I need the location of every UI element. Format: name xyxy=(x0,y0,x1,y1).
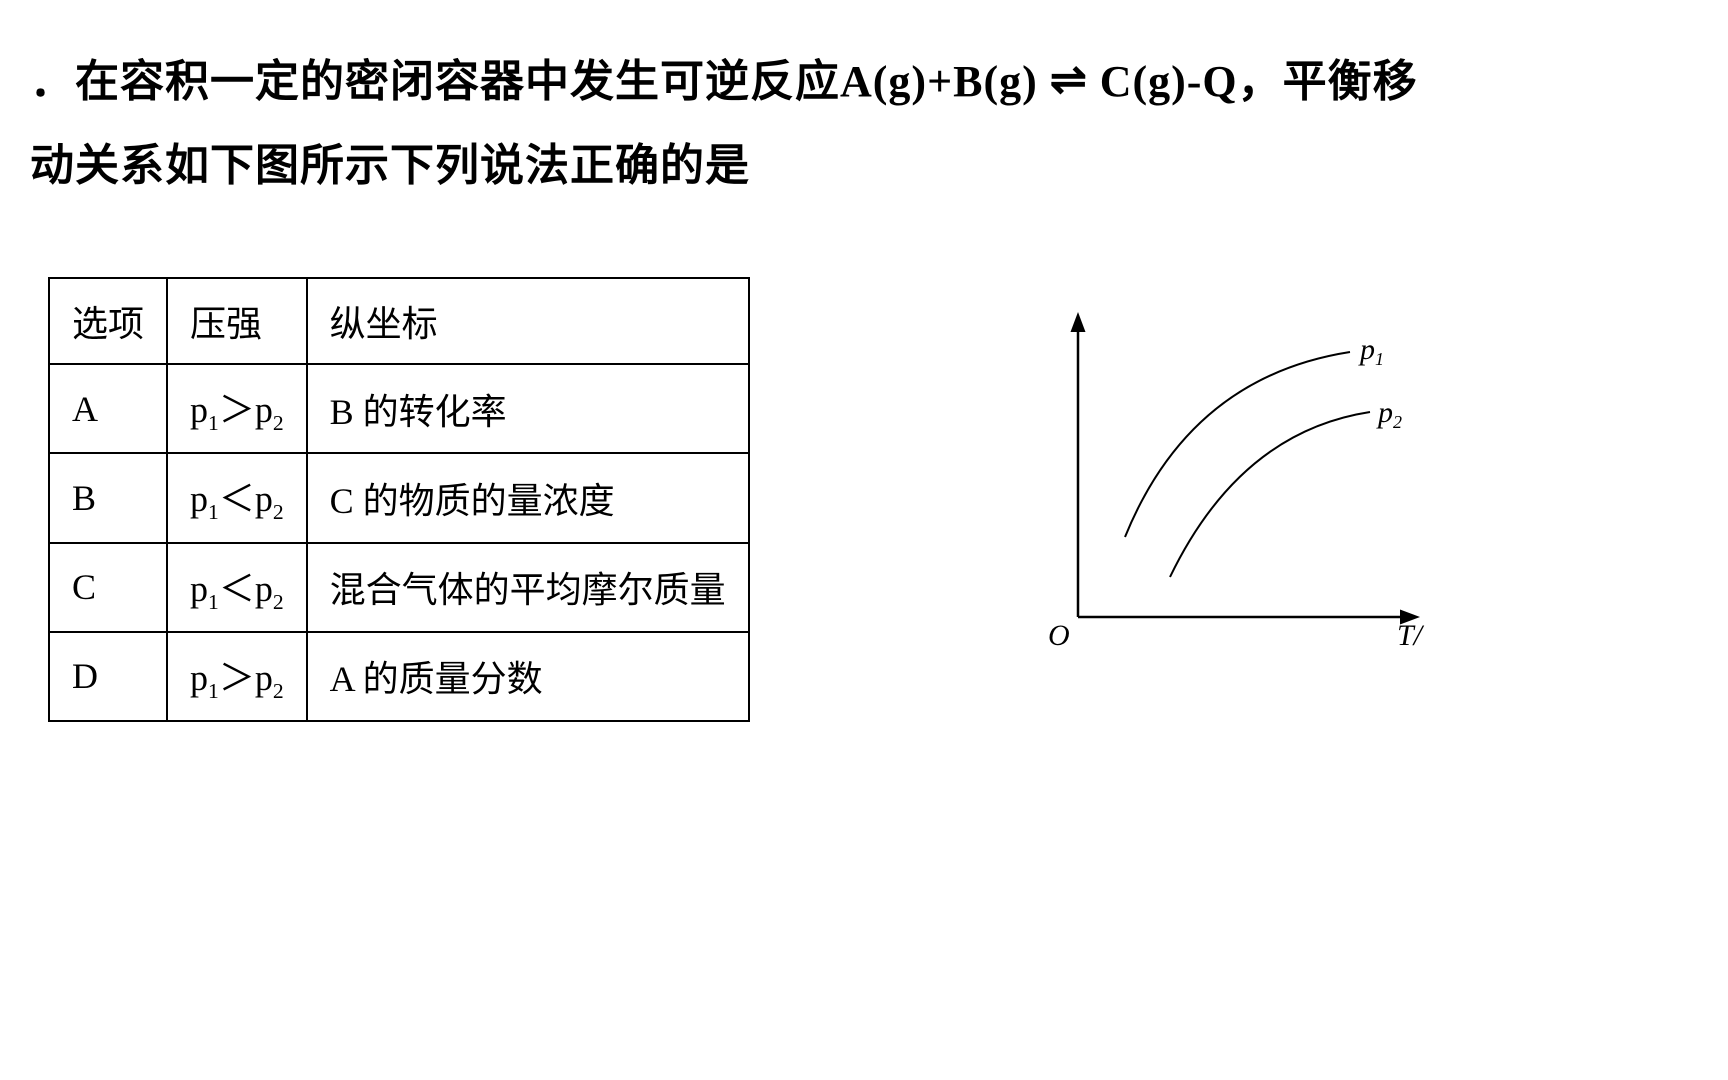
option-key: D xyxy=(49,632,167,721)
table-row: Cp1＜p2混合气体的平均摩尔质量 xyxy=(49,543,749,632)
question-line2: 动关系如下图所示下列说法正确的是 xyxy=(30,141,750,190)
table-row: Ap1＞p2B 的转化率 xyxy=(49,364,749,453)
question-text: ．在容积一定的密闭容器中发生可逆反应A(g)+B(g) ⇌ C(g)-Q，平衡移… xyxy=(30,40,1698,207)
option-pressure: p1＜p2 xyxy=(167,543,307,632)
option-key: C xyxy=(49,543,167,632)
option-pressure: p1＜p2 xyxy=(167,453,307,542)
svg-text:p2: p2 xyxy=(1376,396,1402,432)
options-table: 选项 压强 纵坐标 Ap1＞p2B 的转化率Bp1＜p2C 的物质的量浓度Cp1… xyxy=(48,277,750,722)
col-yaxis: 纵坐标 xyxy=(307,278,749,364)
question-line1-post: ，平衡移 xyxy=(1238,57,1418,106)
svg-text:O: O xyxy=(1048,619,1070,647)
table-row: Bp1＜p2C 的物质的量浓度 xyxy=(49,453,749,542)
option-key: A xyxy=(49,364,167,453)
option-yaxis: A 的质量分数 xyxy=(307,632,749,721)
table-header-row: 选项 压强 纵坐标 xyxy=(49,278,749,364)
option-yaxis: 混合气体的平均摩尔质量 xyxy=(307,543,749,632)
option-yaxis: B 的转化率 xyxy=(307,364,749,453)
table-body: Ap1＞p2B 的转化率Bp1＜p2C 的物质的量浓度Cp1＜p2混合气体的平均… xyxy=(49,364,749,721)
col-option: 选项 xyxy=(49,278,167,364)
option-pressure: p1＞p2 xyxy=(167,632,307,721)
option-key: B xyxy=(49,453,167,542)
table-row: Dp1＞p2A 的质量分数 xyxy=(49,632,749,721)
col-pressure: 压强 xyxy=(167,278,307,364)
equilibrium-chart: O T/p1 p2 xyxy=(1010,287,1430,652)
chart-svg: O T/p1 p2 xyxy=(1010,287,1430,647)
question-line1-pre: ．在容积一定的密闭容器中发生可逆反应 xyxy=(30,57,840,106)
equation: A(g)+B(g) ⇌ C(g)-Q xyxy=(840,55,1238,106)
svg-text:T/: T/ xyxy=(1397,619,1425,647)
option-pressure: p1＞p2 xyxy=(167,364,307,453)
option-yaxis: C 的物质的量浓度 xyxy=(307,453,749,542)
svg-text:p1: p1 xyxy=(1358,333,1384,369)
